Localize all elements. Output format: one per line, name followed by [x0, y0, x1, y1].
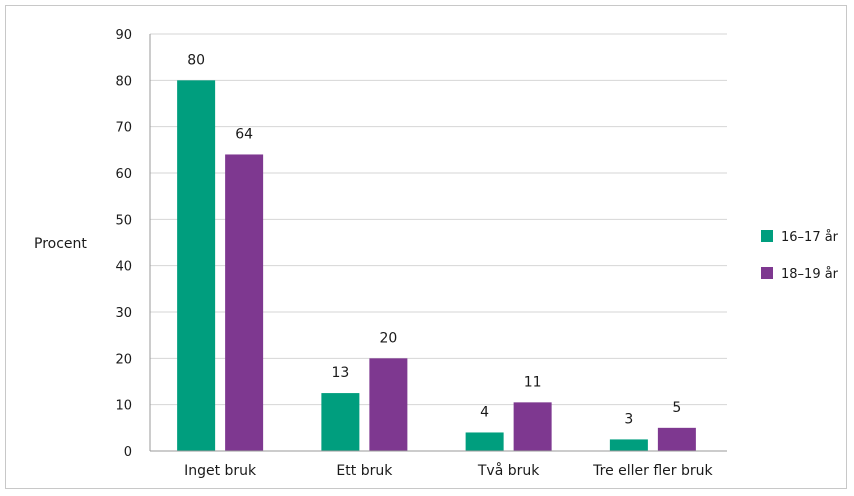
legend: 16–17 år 18–19 år	[761, 230, 839, 282]
data-label: 3	[624, 411, 633, 427]
data-label: 11	[524, 374, 542, 390]
data-label: 64	[235, 126, 253, 142]
y-tick-label: 60	[115, 167, 132, 182]
y-tick-label: 0	[124, 445, 132, 460]
bar	[177, 80, 216, 451]
x-tick-label: Tre eller fler bruk	[592, 463, 713, 479]
bar	[369, 358, 408, 451]
x-tick-label: Två bruk	[477, 462, 540, 479]
y-tick-label: 40	[115, 260, 132, 275]
data-label: 13	[331, 365, 349, 381]
y-tick-label: 70	[115, 121, 132, 136]
bars: 80 64 13 20 4 11 3 5	[177, 52, 696, 451]
y-tick-label: 50	[115, 213, 132, 228]
x-tick-label: Inget bruk	[184, 463, 257, 479]
chart-frame	[5, 5, 847, 489]
legend-label: 16–17 år	[781, 230, 839, 245]
y-axis-ticks: 0 10 20 30 40 50 60 70 80 90	[115, 28, 132, 460]
data-label: 5	[672, 400, 681, 416]
bar	[225, 154, 264, 451]
bar	[657, 427, 696, 451]
legend-swatch	[761, 230, 773, 242]
bar	[513, 402, 552, 451]
data-label: 20	[379, 330, 397, 346]
y-tick-label: 80	[115, 74, 132, 89]
legend-label: 18–19 år	[781, 267, 839, 282]
y-tick-label: 30	[115, 306, 132, 321]
bar	[609, 439, 648, 451]
x-axis-categories: Inget bruk Ett bruk Två bruk Tre eller fler…	[184, 462, 713, 479]
bar	[321, 393, 360, 451]
bar	[465, 432, 504, 451]
y-axis-label: Procent	[34, 236, 87, 252]
legend-swatch	[761, 267, 773, 279]
data-label: 80	[187, 52, 205, 68]
y-tick-label: 10	[115, 399, 132, 414]
y-tick-label: 90	[115, 28, 132, 43]
y-tick-label: 20	[115, 352, 132, 367]
x-tick-label: Ett bruk	[336, 463, 393, 479]
data-label: 4	[480, 404, 489, 420]
